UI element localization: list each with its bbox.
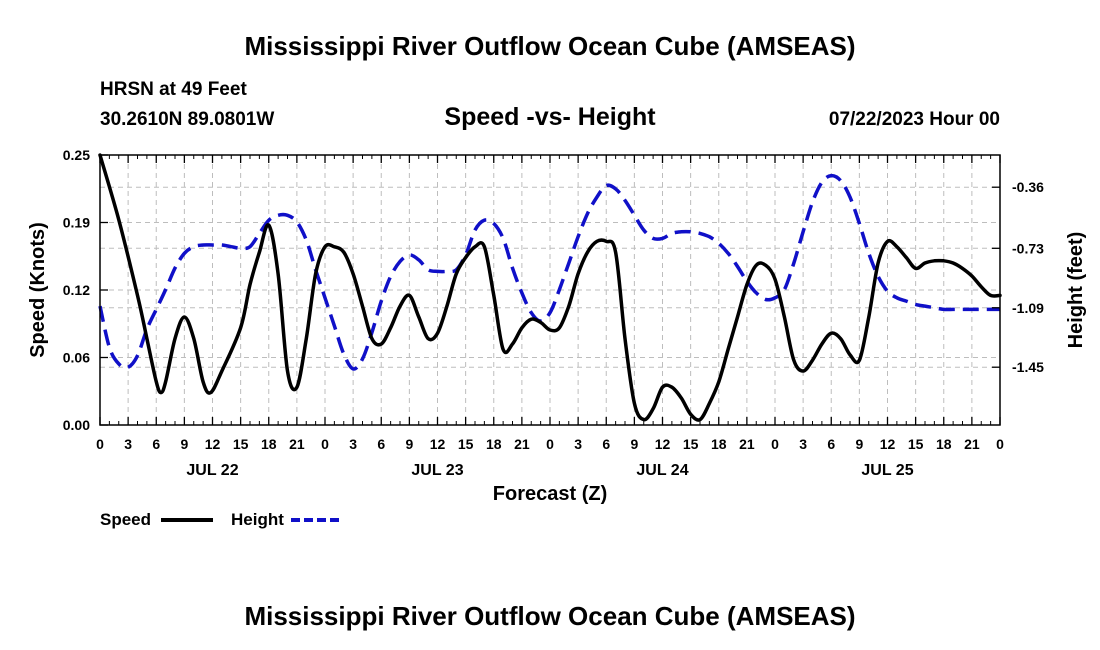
x-tick-label: 9 (405, 436, 413, 452)
x-tick-label: 15 (683, 436, 699, 452)
x-tick-label: 12 (430, 436, 446, 452)
x-day-label: JUL 24 (636, 462, 688, 479)
x-tick-label: 12 (880, 436, 896, 452)
x-tick-label: 6 (602, 436, 610, 452)
x-tick-label: 9 (630, 436, 638, 452)
x-tick-label: 6 (827, 436, 835, 452)
x-tick-label: 21 (289, 436, 305, 452)
x-tick-label: 3 (124, 436, 132, 452)
legend-speed-label: Speed (100, 510, 151, 529)
x-tick-label: 18 (261, 436, 277, 452)
x-tick-label: 6 (377, 436, 385, 452)
footer-title: Mississippi River Outflow Ocean Cube (AM… (244, 601, 855, 631)
y-tick-label: 0.19 (63, 215, 90, 231)
x-tick-label: 9 (855, 436, 863, 452)
x-tick-label: 6 (152, 436, 160, 452)
x-tick-label: 21 (964, 436, 980, 452)
x-tick-label: 21 (739, 436, 755, 452)
x-tick-label: 15 (233, 436, 249, 452)
main-title: Mississippi River Outflow Ocean Cube (AM… (244, 31, 855, 61)
coordinates-label: 30.2610N 89.0801W (100, 109, 274, 130)
x-tick-label: 12 (205, 436, 221, 452)
x-tick-label: 3 (349, 436, 357, 452)
x-tick-label: 0 (546, 436, 554, 452)
date-label: 07/22/2023 Hour 00 (829, 109, 1000, 130)
series-group (98, 153, 1002, 422)
x-tick-label: 21 (514, 436, 530, 452)
x-tick-label: 15 (458, 436, 474, 452)
legend: Speed Height (100, 510, 343, 529)
x-tick-label: 3 (574, 436, 582, 452)
y-tick-label: 0.06 (63, 350, 90, 366)
station-label: HRSN at 49 Feet (100, 79, 247, 100)
x-tick-label: 18 (486, 436, 502, 452)
y-tick-label: 0.12 (63, 282, 90, 298)
x-tick-label: 18 (711, 436, 727, 452)
x-axis-label: Forecast (Z) (493, 483, 607, 505)
y-tick-label: 0.00 (63, 417, 90, 433)
y2-tick-label: -1.45 (1012, 359, 1044, 375)
legend-height-label: Height (231, 510, 284, 529)
y2-tick-label: -0.73 (1012, 240, 1044, 256)
x-day-label: JUL 25 (861, 462, 913, 479)
y-axis-label: Speed (Knots) (27, 222, 49, 358)
grid (100, 155, 1000, 425)
x-tick-label: 9 (180, 436, 188, 452)
y2-axis-label: Height (feet) (1065, 232, 1087, 349)
x-tick-label: 0 (321, 436, 329, 452)
y2-tick-label: -1.09 (1012, 300, 1044, 316)
x-tick-label: 18 (936, 436, 952, 452)
x-day-label: JUL 22 (186, 462, 238, 479)
x-tick-label: 15 (908, 436, 924, 452)
x-tick-label: 0 (996, 436, 1004, 452)
height-series-line (98, 173, 1000, 371)
axes: 0 3 6 9 12 15 18 21 0 3 6 9 12 15 18 21 0 3 6 9 12 15 18 21 0 3 6 9… (63, 147, 1044, 479)
speed-series-line (98, 153, 1002, 422)
x-tick-label: 0 (96, 436, 104, 452)
x-day-label: JUL 23 (411, 462, 463, 479)
y2-tick-label: -0.36 (1012, 179, 1044, 195)
chart-title: Speed -vs- Height (444, 103, 656, 131)
y-tick-label: 0.25 (63, 147, 90, 163)
x-tick-label: 12 (655, 436, 671, 452)
x-tick-label: 3 (799, 436, 807, 452)
x-tick-label: 0 (771, 436, 779, 452)
